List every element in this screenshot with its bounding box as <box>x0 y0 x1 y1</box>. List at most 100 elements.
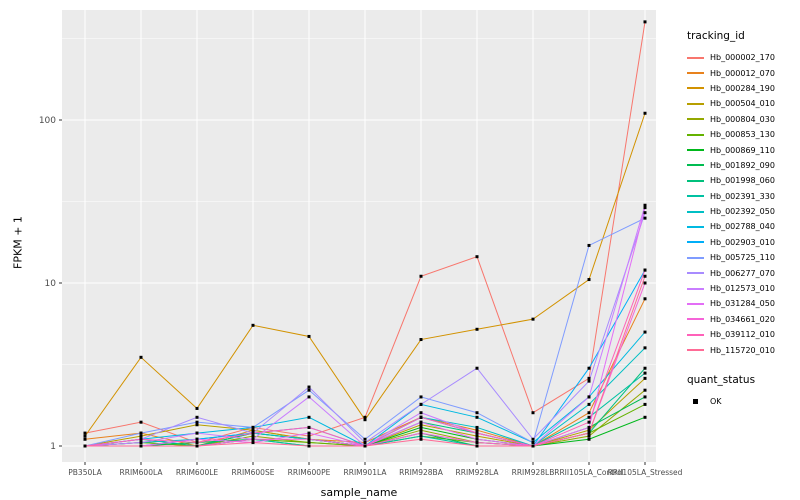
data-point <box>587 420 591 424</box>
data-point <box>83 437 87 441</box>
data-point <box>419 423 423 427</box>
data-point <box>307 334 311 338</box>
data-point <box>363 418 367 422</box>
legend-item-label: Hb_002392_050 <box>710 207 775 217</box>
data-point <box>251 441 255 445</box>
data-point <box>307 431 311 435</box>
data-point <box>419 431 423 435</box>
data-point <box>531 317 535 321</box>
legend-line-swatch <box>687 102 704 105</box>
data-point <box>587 278 591 282</box>
data-point <box>139 434 143 438</box>
data-point <box>195 437 199 441</box>
data-point <box>83 434 87 438</box>
legend-item-Hb_000002_170: Hb_000002_170 <box>687 50 799 65</box>
data-point <box>475 428 479 432</box>
data-point <box>587 425 591 429</box>
data-point <box>307 385 311 389</box>
legend-item-Hb_039112_010: Hb_039112_010 <box>687 327 799 342</box>
data-point <box>643 211 647 215</box>
legend-item-Hb_000012_070: Hb_000012_070 <box>687 65 799 80</box>
legend-item-label: Hb_006277_070 <box>710 268 775 278</box>
legend-item-label: Hb_001892_090 <box>710 160 775 170</box>
y-tick-label: 100 <box>39 116 56 126</box>
data-point <box>643 216 647 220</box>
legend-title-tracking-id: tracking_id <box>687 30 745 42</box>
data-point <box>475 444 479 448</box>
x-tick-label: RRIM928LB <box>512 468 555 477</box>
data-point <box>419 434 423 438</box>
data-point <box>643 388 647 392</box>
legend-item-Hb_031284_050: Hb_031284_050 <box>687 296 799 311</box>
data-point <box>419 425 423 429</box>
data-point <box>587 428 591 432</box>
legend-line-swatch <box>687 287 704 290</box>
data-point <box>419 437 423 441</box>
legend-item-quant-OK: OK <box>687 394 799 409</box>
legend-line-swatch <box>687 149 704 152</box>
legend-item-label: OK <box>710 397 722 406</box>
x-tick-label: RRIM600LA <box>120 468 164 477</box>
data-point <box>475 431 479 435</box>
data-point <box>587 376 591 380</box>
data-point <box>587 402 591 406</box>
legend-item-label: Hb_000002_170 <box>710 53 775 63</box>
data-point <box>363 444 367 448</box>
data-point <box>643 268 647 272</box>
data-point <box>419 274 423 278</box>
x-tick-label: RRIM928BA <box>399 468 444 477</box>
legend-line-swatch <box>687 210 704 213</box>
data-point <box>419 420 423 424</box>
legend-line-swatch <box>687 87 704 90</box>
data-point <box>195 444 199 448</box>
x-tick-label: RRIM901LA <box>344 468 388 477</box>
data-point <box>475 255 479 259</box>
legend-line-swatch <box>687 225 704 228</box>
legend-item-Hb_002788_040: Hb_002788_040 <box>687 219 799 234</box>
legend-item-Hb_000804_030: Hb_000804_030 <box>687 112 799 127</box>
data-point <box>475 434 479 438</box>
data-point <box>643 346 647 350</box>
data-point <box>307 425 311 429</box>
legend-item-Hb_001892_090: Hb_001892_090 <box>687 158 799 173</box>
y-axis-title: FPKM + 1 <box>11 216 25 269</box>
data-point <box>195 441 199 445</box>
legend-item-label: Hb_031284_050 <box>710 299 775 309</box>
data-point <box>643 366 647 370</box>
legend-item-Hb_012573_010: Hb_012573_010 <box>687 281 799 296</box>
legend-item-label: Hb_012573_010 <box>710 284 775 294</box>
data-point <box>139 355 143 359</box>
data-point <box>587 431 591 435</box>
data-point <box>307 444 311 448</box>
data-point <box>307 395 311 399</box>
legend-item-label: Hb_001998_060 <box>710 176 775 186</box>
legend-line-swatch <box>687 179 704 182</box>
legend-line-swatch <box>687 302 704 305</box>
legend-item-Hb_034661_020: Hb_034661_020 <box>687 312 799 327</box>
data-point <box>587 437 591 441</box>
data-point <box>475 411 479 415</box>
x-tick-label: RRIM928LA <box>456 468 500 477</box>
data-point <box>587 243 591 247</box>
legend-line-swatch <box>687 241 704 244</box>
legend-item-Hb_002391_330: Hb_002391_330 <box>687 189 799 204</box>
data-point <box>251 434 255 438</box>
data-point <box>587 366 591 370</box>
legend-line-swatch <box>687 195 704 198</box>
data-point <box>139 431 143 435</box>
data-point <box>475 425 479 429</box>
legend-shape-items: OK <box>687 394 799 409</box>
x-tick-label: RRII105LA_Control <box>554 468 624 477</box>
legend-item-label: Hb_005725_110 <box>710 253 775 263</box>
legend-item-label: Hb_000853_130 <box>710 130 775 140</box>
data-point <box>475 441 479 445</box>
data-point <box>307 437 311 441</box>
legend-line-swatch <box>687 72 704 75</box>
data-point <box>419 411 423 415</box>
legend-panel: tracking_id Hb_000002_170 Hb_000012_070 Hb… <box>687 26 799 409</box>
legend-item-Hb_000853_130: Hb_000853_130 <box>687 127 799 142</box>
data-point <box>251 428 255 432</box>
data-point <box>195 406 199 410</box>
